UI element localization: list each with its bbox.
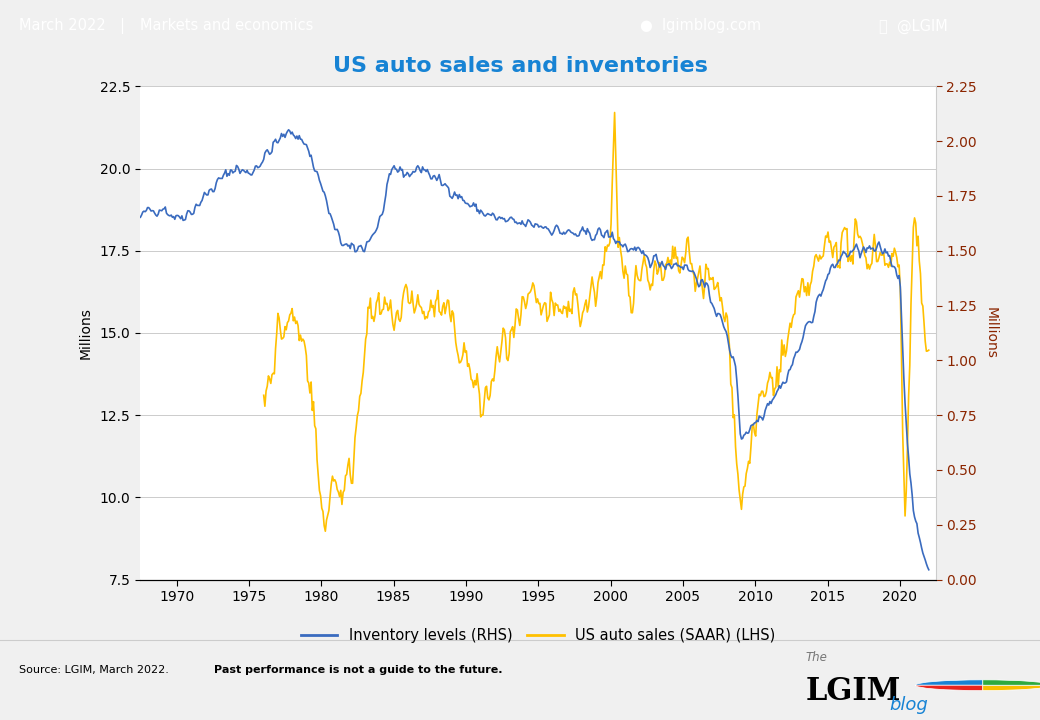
Y-axis label: Millions: Millions <box>79 307 93 359</box>
Text: blog: blog <box>889 696 928 714</box>
Text: Source: LGIM, March 2022.: Source: LGIM, March 2022. <box>19 665 172 675</box>
Text: ●  lgimblog.com: ● lgimblog.com <box>640 19 760 33</box>
Y-axis label: Millions: Millions <box>984 307 998 359</box>
Legend: Inventory levels (RHS), US auto sales (SAAR) (LHS): Inventory levels (RHS), US auto sales (S… <box>295 622 781 649</box>
Wedge shape <box>915 685 983 690</box>
Wedge shape <box>983 680 1040 685</box>
Wedge shape <box>983 685 1040 690</box>
Text: |: | <box>120 18 125 34</box>
Text: The: The <box>806 652 828 665</box>
Text: LGIM: LGIM <box>806 675 902 706</box>
Text: Past performance is not a guide to the future.: Past performance is not a guide to the f… <box>214 665 502 675</box>
Text: Markets and economics: Markets and economics <box>140 19 314 33</box>
Text: 🐦  @LGIM: 🐦 @LGIM <box>879 18 947 34</box>
Wedge shape <box>915 680 983 685</box>
Text: March 2022: March 2022 <box>19 19 105 33</box>
Text: US auto sales and inventories: US auto sales and inventories <box>333 56 707 76</box>
